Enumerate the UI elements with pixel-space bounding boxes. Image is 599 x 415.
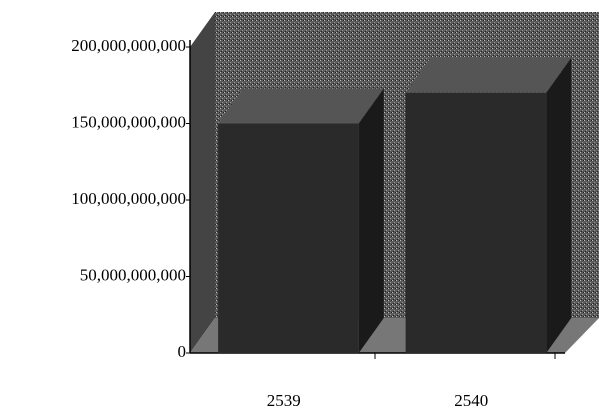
side-wall <box>190 12 215 353</box>
y-tick-label: 0 <box>178 342 187 361</box>
bar-face <box>359 89 384 354</box>
bar-face <box>406 58 572 93</box>
x-tick-label: 2540 <box>454 391 488 410</box>
bar <box>218 89 384 354</box>
bar <box>406 58 572 353</box>
chart: 0 50,000,000,000 100,000,000,000 150,000,00… <box>0 0 599 415</box>
y-tick-label: 200,000,000,000 <box>71 36 186 55</box>
x-tick-label: 2539 <box>267 391 301 410</box>
y-tick-label: 50,000,000,000 <box>80 265 186 284</box>
y-tick-label: 150,000,000,000 <box>71 112 186 131</box>
bar-face <box>218 124 359 354</box>
bar-face <box>406 93 547 353</box>
bar-face <box>546 58 571 353</box>
bar-face <box>218 89 384 124</box>
y-tick-label: 100,000,000,000 <box>71 189 186 208</box>
